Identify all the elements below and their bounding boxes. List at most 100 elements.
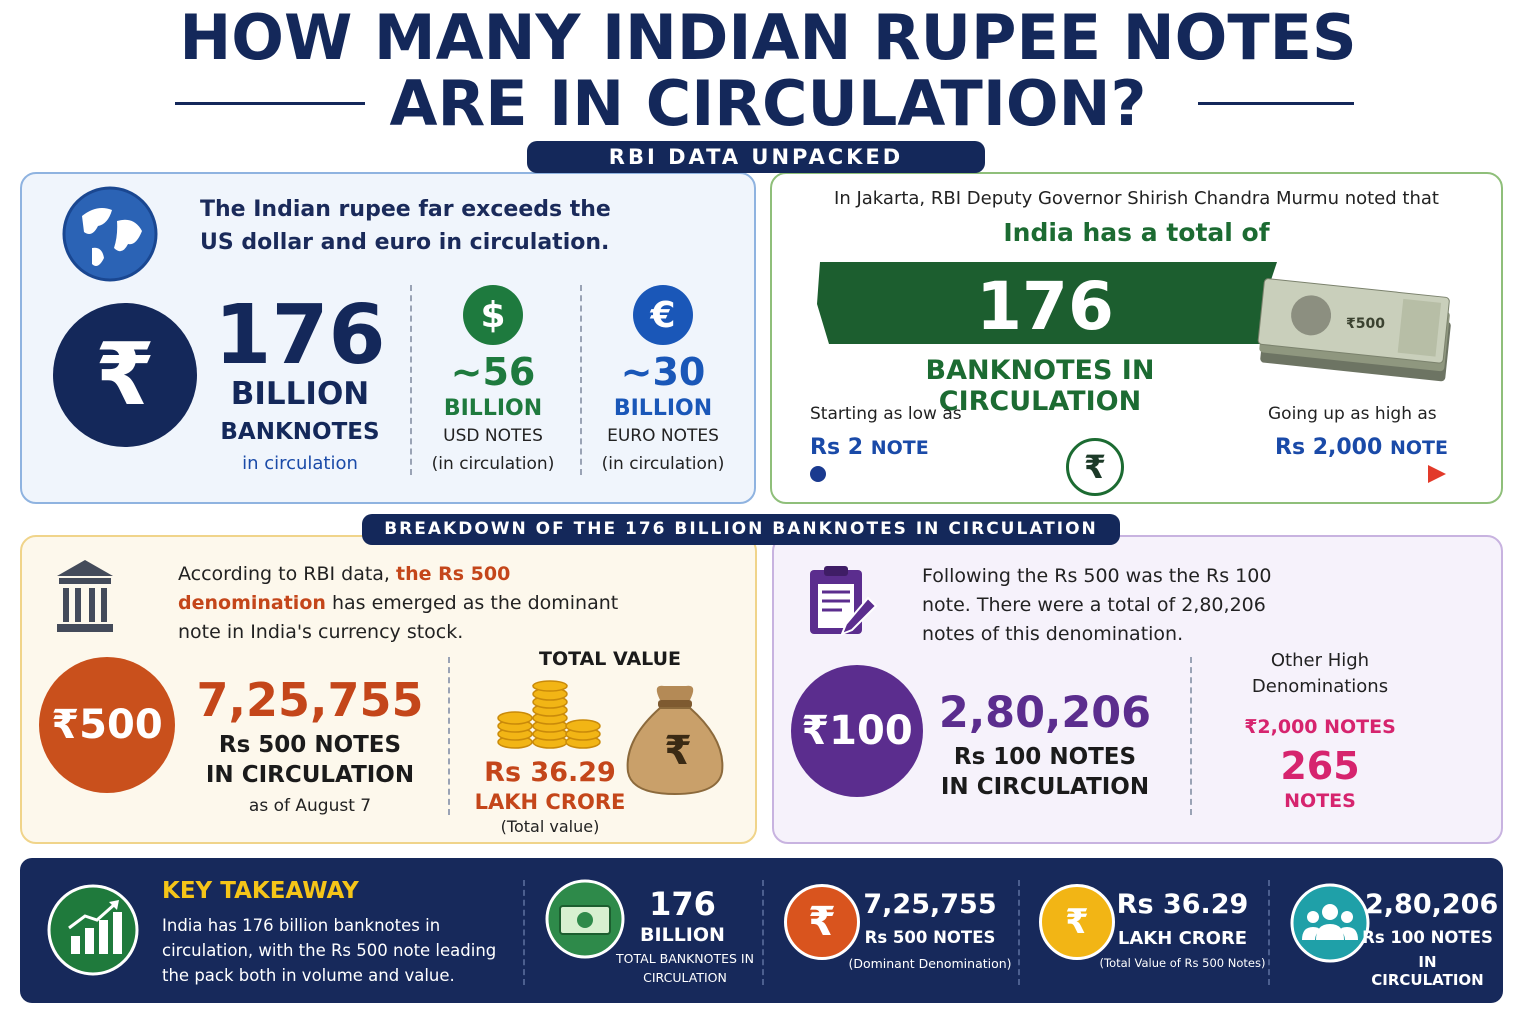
shape [626,707,724,796]
shape [810,466,826,482]
clipboard-icon [810,566,878,636]
shape [64,188,156,280]
rupee-icon: ₹ [784,884,860,960]
stat-line1: BILLION [640,924,725,946]
usd-note: (in circulation) [431,454,555,474]
shape [57,624,113,632]
divider [410,285,412,475]
stat-line2: (Total Value of Rs 500 Notes) [1099,956,1266,970]
shape [109,900,119,910]
stat-line1: Rs 500 NOTES [864,928,996,947]
shape [1302,927,1320,940]
coins-icon [497,680,601,749]
rs500-text-before: According to RBI data, [178,563,397,585]
shape [1428,465,1446,483]
rs500-value-unit: LAKH CRORE [474,790,626,814]
divider [580,285,582,475]
shape [71,936,80,954]
divider [762,880,764,985]
divider [1018,880,1020,985]
total-subline: BANKNOTES IN CIRCULATION [925,355,1155,417]
breakdown-title: BREAKDOWN OF THE 176 BILLION BANKNOTES I… [362,514,1120,545]
stat-value: 176 [649,885,716,923]
shape [1340,927,1358,940]
comparison-intro: The Indian rupee far exceeds the US doll… [200,197,611,255]
rs500-date: as of August 7 [248,796,372,816]
shape [68,902,116,930]
stat-value: Rs 36.29 [1116,889,1249,920]
stat-line2: TOTAL BANKNOTES IN CIRCULATION [616,951,754,985]
people-icon [1290,883,1370,963]
rupee-badge: ₹ [53,303,197,447]
money-bag-icon [626,685,724,796]
total-headline: 176 BILLION [897,268,1193,423]
shape [1291,295,1332,336]
shape [99,920,108,954]
rs500-badge: ₹500 [39,657,175,793]
rs500-text: According to RBI data, the Rs 500 denomi… [178,560,653,647]
divider [1190,657,1192,815]
shape [63,588,69,622]
rs500-value-note: (Total value) [500,817,600,836]
divider [523,880,525,985]
low-suffix: NOTE [870,437,929,459]
title-line-1: HOW MANY INDIAN RUPEE NOTES [179,1,1357,74]
stat-line2: (Dominant Denomination) [848,956,1012,971]
shape [1397,298,1442,357]
divider [1268,880,1270,985]
high-caption: Going up as high as [1268,404,1437,424]
euro-note: (in circulation) [601,454,725,474]
title-rule [175,102,365,105]
shape [1307,911,1319,923]
total-value-title: TOTAL VALUE [539,648,681,670]
rupee-label: BANKNOTES [220,419,380,445]
headline-banner [817,262,1277,344]
rupee-value: 176 [214,288,386,383]
rs100-text: Following the Rs 500 was the Rs 100 note… [922,565,1272,645]
shape [658,700,692,708]
divider [448,657,450,815]
low-amount: Rs 2 [810,435,864,460]
rs100-badge: ₹100 [791,665,923,797]
shape [57,560,113,576]
shape [840,596,878,636]
shape [113,912,122,954]
shape [101,588,107,622]
shape [75,588,81,622]
shape [1257,278,1451,382]
rs500-value: Rs 36.29 [484,757,616,788]
title-line-2: ARE IN CIRCULATION? [389,67,1147,140]
high-suffix: NOTE [1389,437,1448,459]
range-line [810,465,1446,483]
shape [1341,911,1353,923]
shape [71,912,122,954]
rs500-highlight: the Rs 500 denomination [178,563,511,614]
bag-icon: ₹ [1039,884,1115,960]
total-lead: India has a total of [1003,218,1270,247]
euro-icon: € [633,285,693,345]
globe-icon [62,186,158,282]
rs500-label-1: Rs 500 NOTES [218,732,402,758]
shape [59,578,111,584]
subtitle: RBI DATA UNPACKED [527,141,985,173]
low-note: Rs 2 NOTE [810,435,929,460]
bag-symbol: ₹ [664,728,692,774]
shape [1290,883,1370,963]
shape [817,262,1277,344]
rs500-text-after: has emerged as the dominant note in Indi… [178,592,619,643]
other-count: 265 [1280,744,1360,788]
euro-label: EURO NOTES [607,426,719,446]
stat-value: 7,25,755 [863,889,997,920]
shape [656,685,694,700]
rs500-count: 7,25,755 [196,673,424,727]
range-symbol: ₹ [1066,438,1124,496]
shape [85,928,94,954]
bank-icon [57,560,113,632]
stat-line2: IN CIRCULATION [1371,953,1484,989]
shape [824,566,848,576]
shape [565,719,601,733]
total-intro: In Jakarta, RBI Deputy Governor Shirish … [834,188,1439,209]
euro-unit: BILLION [613,396,713,421]
